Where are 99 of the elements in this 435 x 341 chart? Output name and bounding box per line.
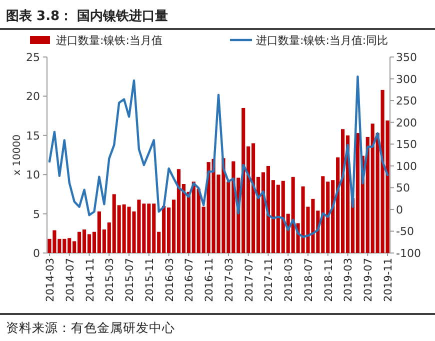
x-tick-label: 2014-11 [84,258,96,302]
x-tick-label: 2019-11 [382,258,395,302]
x-tick-label: 2018-07 [302,258,315,302]
x-tick-label: 2015-07 [124,258,136,302]
bar [142,204,146,253]
bar [206,162,210,253]
bar [380,90,384,253]
bar [276,184,280,253]
bar [291,176,295,253]
bar [72,241,76,253]
bar [122,204,126,253]
y-tick-label: 20 [26,90,40,104]
bar [127,206,131,253]
bar [192,182,196,253]
bar [78,232,82,253]
x-tick-label: 2019-07 [362,258,375,302]
bar [97,211,101,253]
x-tick-label: 2019-03 [342,258,355,302]
bar [147,204,151,253]
bar [212,158,216,253]
bar [370,124,374,253]
x-tick-label: 2015-11 [144,258,156,302]
y-tick-label: 0 [33,247,40,260]
bar [112,194,116,253]
legend-label: 进口数量:镍铁:当月值:同比 [256,34,388,47]
bar [261,172,266,253]
y-tick-label: 15 [26,129,40,142]
bar [152,204,156,253]
bar [58,238,62,253]
bar [172,200,176,253]
bar [162,206,166,253]
bar [321,176,325,253]
y2-tick-label: 150 [396,138,417,152]
bar [256,176,260,253]
y2-tick-label: 0 [396,203,403,216]
bar [82,229,86,253]
bar [222,158,226,253]
y2-tick-label: 300 [396,72,417,86]
y2-tick-label: 50 [396,182,410,195]
bar [87,234,92,253]
y2-tick-label: 200 [396,116,417,130]
bar [252,143,256,253]
bar [301,186,305,253]
bar [246,146,250,253]
bar [326,182,330,253]
bar [196,188,200,253]
bar [376,133,380,253]
bar [48,238,52,253]
bar [167,208,171,253]
x-tick-label: 2015-03 [104,258,116,302]
bar [226,182,230,253]
bar [62,238,66,253]
bar [132,211,136,253]
bar [68,238,72,253]
bar [311,198,315,253]
y-tick-label: 10 [26,168,40,182]
bar [176,169,181,253]
x-tick-label: 2017-11 [263,258,276,302]
bar [157,232,161,253]
bar [271,180,275,253]
x-tick-label: 2016-07 [184,258,196,302]
x-tick-label: 2018-03 [283,258,296,302]
legend-label: 进口数量:镍铁:当月值 [56,34,162,47]
bar [52,230,56,253]
bar [107,222,111,253]
chart-title: 图表 3.8： 国内镍铁进口量 [6,9,168,24]
y2-tick-label: -50 [396,225,414,238]
y2-tick-label: 350 [396,51,417,64]
text: 资料来源：有色金属研发中心 [6,320,175,335]
x-tick-label: 2017-03 [223,258,236,302]
bar [266,166,270,253]
bar [186,192,190,253]
bar [102,229,106,253]
x-tick-label: 2016-03 [164,258,176,302]
x-tick-label: 2014-07 [64,258,76,302]
y-tick-label: 25 [26,51,40,64]
bar [366,136,370,253]
line-series [48,76,389,238]
y-tick-label: 5 [33,208,40,221]
x-tick-label: 2014-03 [44,258,56,302]
bar [92,232,96,253]
bar [386,120,390,253]
y2-tick-label: 250 [396,94,417,108]
bar [117,205,121,253]
bar [182,184,186,253]
bar [137,200,141,253]
bar [306,206,310,253]
bar [340,129,345,253]
y2-tick-label: 100 [396,160,417,173]
bar [356,133,360,253]
bar [216,174,220,253]
y2-tick-label: -100 [396,247,421,260]
bar [202,206,206,253]
x-tick-label: 2018-11 [322,258,335,302]
bar [336,157,340,253]
x-tick-label: 2017-07 [243,258,256,302]
y-axis-title: x 10000 [12,134,23,176]
x-tick-label: 2016-11 [204,258,216,302]
bar [281,180,285,253]
